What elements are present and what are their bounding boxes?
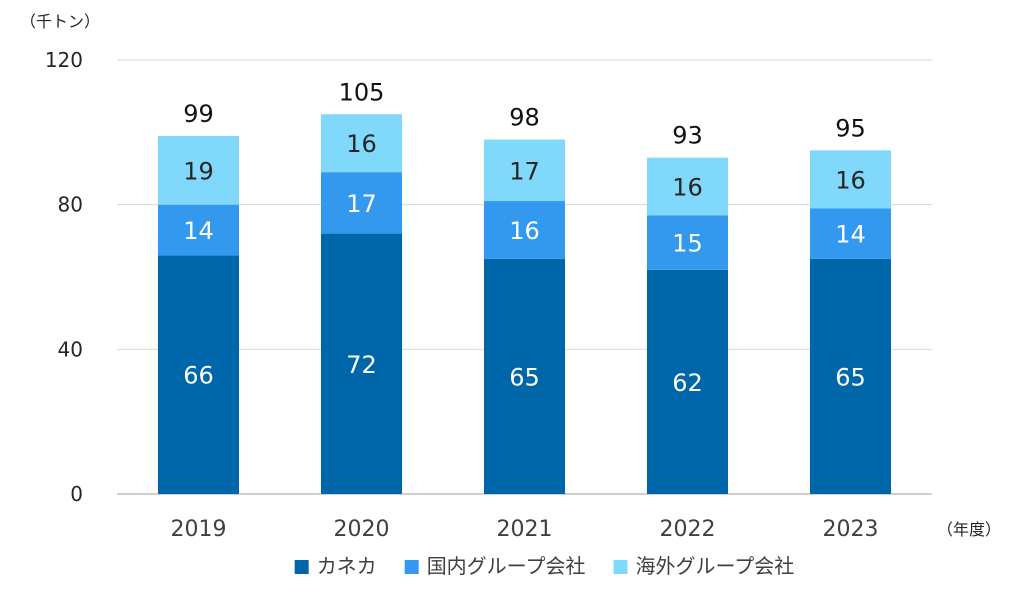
bar-2023-series-0: [810, 258, 891, 494]
bar-2022-series-1: [647, 215, 728, 270]
y-unit-label: （千トン）: [20, 12, 100, 31]
y-tick-label-40: 40: [58, 337, 83, 361]
legend-item-1: 国内グループ会社: [404, 554, 586, 578]
x-tick-label-2021: 2021: [497, 517, 553, 542]
total-label-2023: 95: [835, 114, 866, 142]
data-label-2020-series-2: 16: [346, 130, 377, 158]
legend-label-1: 国内グループ会社: [427, 554, 586, 578]
x-unit-label: （年度）: [937, 520, 1001, 539]
legend-swatch-2: [613, 560, 628, 574]
legend-label-0: カネカ: [317, 554, 377, 578]
bar-2020-series-0: [321, 233, 402, 494]
data-label-2021-series-1: 16: [509, 217, 540, 245]
bar-labels: 66 14 19 99 72 17 16 105 65 16 17 98 62 15 16 93 65 14 16 9…: [183, 78, 866, 397]
data-label-2022-series-0: 62: [672, 369, 703, 397]
data-label-2023-series-1: 14: [835, 221, 866, 249]
legend: カネカ 国内グループ会社 海外グループ会社: [294, 554, 795, 578]
legend-label-2: 海外グループ会社: [636, 554, 795, 578]
data-label-2020-series-0: 72: [346, 351, 377, 379]
bar-2022-series-2: [647, 157, 728, 216]
data-label-2019-series-1: 14: [183, 217, 214, 245]
data-label-2021-series-2: 17: [509, 157, 540, 185]
legend-swatch-1: [404, 560, 419, 574]
data-label-2022-series-2: 16: [672, 174, 703, 202]
total-label-2021: 98: [509, 104, 540, 132]
data-label-2019-series-2: 19: [183, 157, 214, 185]
y-tick-label-120: 120: [45, 48, 83, 72]
x-tick-label-2020: 2020: [334, 517, 390, 542]
y-tick-label-80: 80: [58, 193, 83, 217]
bar-2020-series-2: [321, 114, 402, 173]
bars: [158, 114, 891, 494]
total-label-2020: 105: [339, 78, 385, 106]
total-label-2019: 99: [183, 100, 214, 128]
bar-2019-series-1: [158, 204, 239, 256]
data-label-2021-series-0: 65: [509, 363, 540, 391]
legend-item-2: 海外グループ会社: [613, 554, 795, 578]
bar-2023-series-1: [810, 208, 891, 259]
bar-2020-series-1: [321, 172, 402, 234]
x-tick-label-2023: 2023: [823, 517, 879, 542]
x-tick-label-2022: 2022: [660, 517, 716, 542]
bar-2021-series-1: [484, 201, 565, 259]
total-label-2022: 93: [672, 122, 703, 150]
data-label-2023-series-0: 65: [835, 363, 866, 391]
data-label-2023-series-2: 16: [835, 166, 866, 194]
legend-swatch-0: [294, 560, 309, 574]
bar-2021-series-2: [484, 139, 565, 202]
y-tick-label-0: 0: [70, 482, 83, 506]
bar-2022-series-0: [647, 269, 728, 494]
bar-2021-series-0: [484, 258, 565, 494]
axes: 0 40 80 120 （千トン） （年度） 2019 2020 2021 2022 2023: [20, 12, 1001, 542]
bar-2019-series-0: [158, 255, 239, 494]
legend-item-0: カネカ: [294, 554, 377, 578]
data-label-2022-series-1: 15: [672, 230, 703, 258]
data-label-2019-series-0: 66: [183, 362, 214, 390]
bar-2019-series-2: [158, 135, 239, 205]
x-tick-label-2019: 2019: [171, 517, 227, 542]
bar-2023-series-2: [810, 150, 891, 209]
data-label-2020-series-1: 17: [346, 190, 377, 218]
